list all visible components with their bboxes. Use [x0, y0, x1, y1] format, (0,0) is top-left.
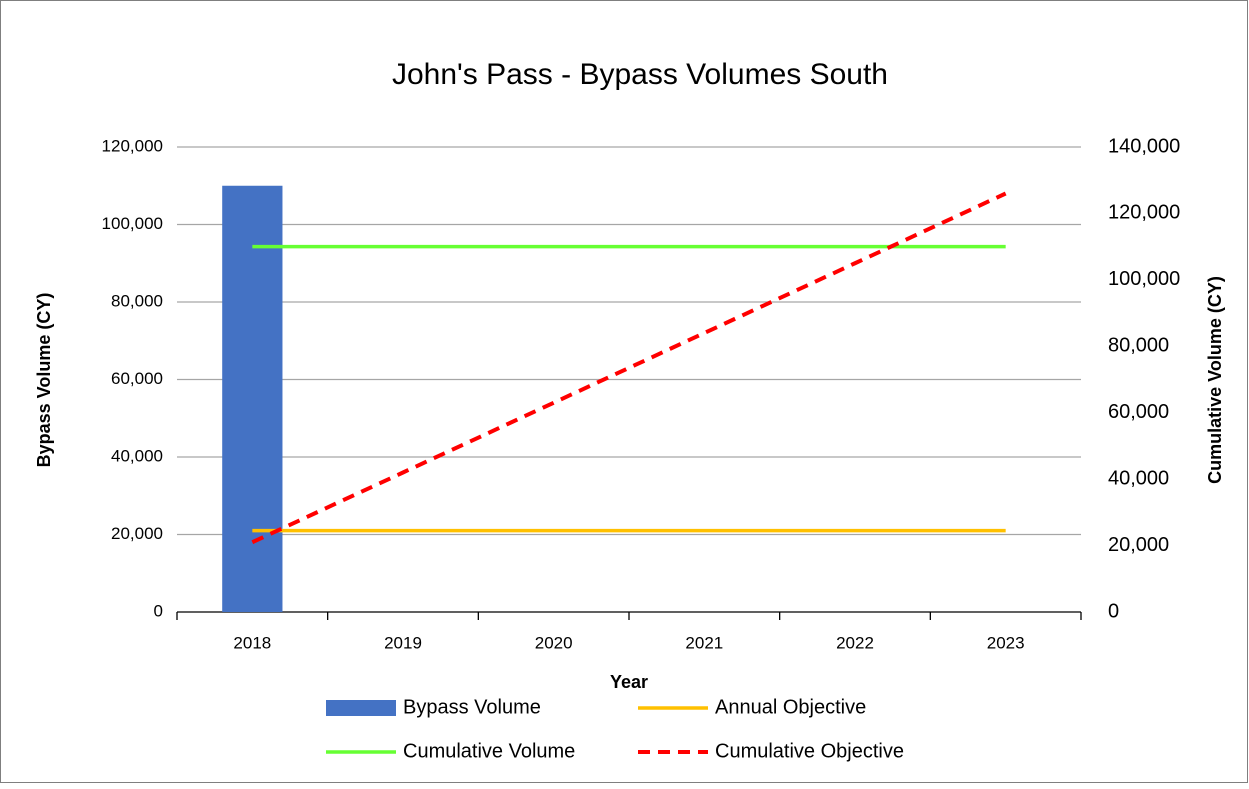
y-tick-label: 100,000 [102, 214, 163, 233]
y2-tick-label: 140,000 [1108, 135, 1180, 157]
chart-title: John's Pass - Bypass Volumes South [392, 58, 888, 91]
y2-tick-label: 120,000 [1108, 202, 1180, 224]
bar [222, 185, 283, 612]
y2-tick-label: 40,000 [1108, 467, 1169, 489]
legend-swatch [326, 700, 396, 716]
y2-tick-label: 20,000 [1108, 534, 1169, 556]
y-tick-label: 60,000 [111, 369, 163, 388]
y-tick-label: 120,000 [102, 136, 163, 155]
y-tick-label: 20,000 [111, 524, 163, 543]
y2-axis-label: Cumulative Volume (CY) [1205, 276, 1225, 484]
x-tick-label: 2023 [987, 633, 1025, 652]
x-tick-label: 2020 [535, 633, 573, 652]
x-tick-label: 2021 [685, 633, 723, 652]
legend-label: Bypass Volume [403, 696, 541, 718]
y2-tick-label: 80,000 [1108, 335, 1169, 357]
x-tick-label: 2018 [233, 633, 271, 652]
y-tick-label: 80,000 [111, 291, 163, 310]
x-axis-label: Year [610, 672, 648, 692]
y2-tick-label: 60,000 [1108, 401, 1169, 423]
y-tick-label: 0 [154, 601, 163, 620]
line [251, 191, 1007, 545]
y2-tick-label: 0 [1108, 600, 1119, 622]
x-tick-label: 2022 [836, 633, 874, 652]
y-axis-label: Bypass Volume (CY) [34, 293, 54, 468]
legend-label: Cumulative Objective [715, 740, 904, 762]
y-tick-label: 40,000 [111, 446, 163, 465]
legend-label: Annual Objective [715, 696, 866, 718]
legend-label: Cumulative Volume [403, 740, 575, 762]
x-tick-label: 2019 [384, 633, 422, 652]
y2-tick-label: 100,000 [1108, 268, 1180, 290]
